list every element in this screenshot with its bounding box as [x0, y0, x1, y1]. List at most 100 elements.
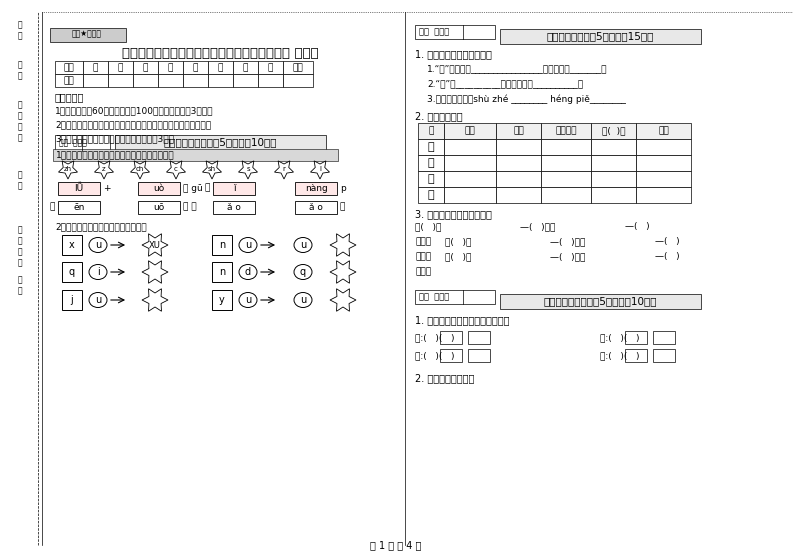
Text: 篹: 篹: [427, 190, 435, 200]
Text: 名: 名: [17, 72, 22, 81]
Text: 一(   )花: 一( )花: [445, 237, 471, 246]
Text: u: u: [300, 240, 306, 250]
Bar: [496, 123, 541, 139]
Bar: [541, 155, 591, 171]
Bar: [258, 61, 283, 74]
Text: 一、拼音部分（每题5分，共计10分）: 一、拼音部分（每题5分，共计10分）: [163, 137, 277, 147]
Text: 一: 一: [93, 63, 98, 72]
Ellipse shape: [89, 237, 107, 253]
Bar: [58, 201, 100, 214]
Bar: [158, 74, 183, 87]
Bar: [55, 135, 110, 151]
Bar: [295, 201, 337, 214]
Text: 2、请首先按要求在试卷的指定位置填写您的姓名、班级、学号。: 2、请首先按要求在试卷的指定位置填写您的姓名、班级、学号。: [55, 120, 211, 129]
Text: uò: uò: [153, 184, 165, 193]
Bar: [133, 61, 158, 74]
Bar: [444, 171, 496, 187]
Polygon shape: [330, 234, 356, 256]
Text: 二: 二: [118, 63, 123, 72]
Text: c: c: [174, 166, 178, 172]
Polygon shape: [274, 161, 293, 179]
Bar: [415, 25, 495, 39]
Polygon shape: [330, 289, 356, 311]
Bar: [625, 349, 647, 362]
Bar: [212, 262, 232, 282]
Text: 得分  评卷人: 得分 评卷人: [419, 292, 450, 301]
Text: 氵:(   )(   ): 氵:( )( ): [600, 351, 639, 360]
Bar: [591, 139, 636, 155]
Text: u: u: [300, 295, 306, 305]
Text: 再查几画: 再查几画: [555, 127, 577, 136]
Bar: [418, 187, 444, 203]
Polygon shape: [239, 161, 258, 179]
Text: ch: ch: [136, 166, 144, 172]
Text: s: s: [246, 166, 250, 172]
Text: 3.看拼音写笔画：shù zhé ________ héng piě________: 3.看拼音写笔画：shù zhé ________ héng piě______…: [427, 94, 626, 104]
Text: 下 gū: 下 gū: [183, 184, 203, 193]
Ellipse shape: [89, 292, 107, 307]
Bar: [541, 139, 591, 155]
Text: 部首: 部首: [513, 127, 524, 136]
Bar: [591, 187, 636, 203]
Text: 姓: 姓: [17, 60, 22, 69]
Text: 3、不要在试卷上乱写乱画，卷面不整洁剠3分。: 3、不要在试卷上乱写乱画，卷面不整洁剠3分。: [55, 134, 174, 143]
Bar: [62, 290, 82, 310]
Polygon shape: [167, 161, 186, 179]
Bar: [444, 187, 496, 203]
Bar: [233, 61, 258, 74]
Bar: [541, 187, 591, 203]
Bar: [208, 61, 233, 74]
Bar: [55, 61, 83, 74]
Text: sh: sh: [208, 166, 216, 172]
Text: n: n: [219, 240, 225, 250]
Text: 不: 不: [17, 226, 22, 235]
Text: 2、气球飘到中后会变成什么音节呢？: 2、气球飘到中后会变成什么音节呢？: [55, 222, 147, 231]
Bar: [212, 235, 232, 255]
Text: 准: 准: [17, 100, 22, 110]
Text: 亿:(   )(   ): 亿:( )( ): [415, 333, 454, 342]
Text: —(   ): —( ): [625, 222, 649, 231]
Bar: [418, 155, 444, 171]
Text: 1、考试时间：60分钟，满分为100分（含卷面分刄3分）。: 1、考试时间：60分钟，满分为100分（含卷面分刄3分）。: [55, 106, 213, 115]
Bar: [418, 171, 444, 187]
Text: l: l: [319, 166, 321, 172]
Text: 2.“耳”共__________笔，第二笔是__________。: 2.“耳”共__________笔，第二笔是__________。: [427, 79, 583, 88]
Text: 1. 根据笔画笔顺知识填空。: 1. 根据笔画笔顺知识填空。: [415, 49, 492, 59]
Bar: [295, 182, 337, 195]
Text: 密封★启用前: 密封★启用前: [72, 30, 102, 39]
Bar: [58, 182, 100, 195]
Text: 得分  评卷人: 得分 评卷人: [59, 138, 87, 147]
Bar: [653, 349, 675, 362]
Bar: [108, 61, 133, 74]
Bar: [653, 331, 675, 344]
Text: 一(   )牛: 一( )牛: [415, 222, 442, 231]
Bar: [591, 123, 636, 139]
Bar: [183, 61, 208, 74]
Bar: [138, 182, 180, 195]
Text: 线: 线: [17, 287, 22, 296]
Bar: [62, 262, 82, 282]
Bar: [208, 74, 233, 87]
Text: u: u: [95, 240, 102, 250]
Text: 此: 此: [17, 276, 22, 284]
Bar: [591, 155, 636, 171]
Bar: [212, 290, 232, 310]
Bar: [138, 201, 180, 214]
Text: j: j: [71, 295, 74, 305]
Ellipse shape: [89, 264, 107, 279]
Text: XU: XU: [149, 240, 161, 250]
Text: 超: 超: [17, 248, 22, 256]
Text: r: r: [282, 166, 285, 172]
Text: 得分: 得分: [63, 76, 75, 85]
Text: 2. 查字典练习。: 2. 查字典练习。: [415, 111, 462, 121]
Bar: [541, 123, 591, 139]
Text: 考试须知：: 考试须知：: [55, 92, 84, 102]
Text: 字: 字: [428, 127, 434, 136]
Bar: [496, 155, 541, 171]
Bar: [636, 139, 691, 155]
Text: —(   )青蛙: —( )青蛙: [520, 222, 555, 231]
Bar: [183, 74, 208, 87]
Bar: [213, 201, 255, 214]
Ellipse shape: [294, 292, 312, 307]
Text: 题: 题: [17, 21, 22, 30]
